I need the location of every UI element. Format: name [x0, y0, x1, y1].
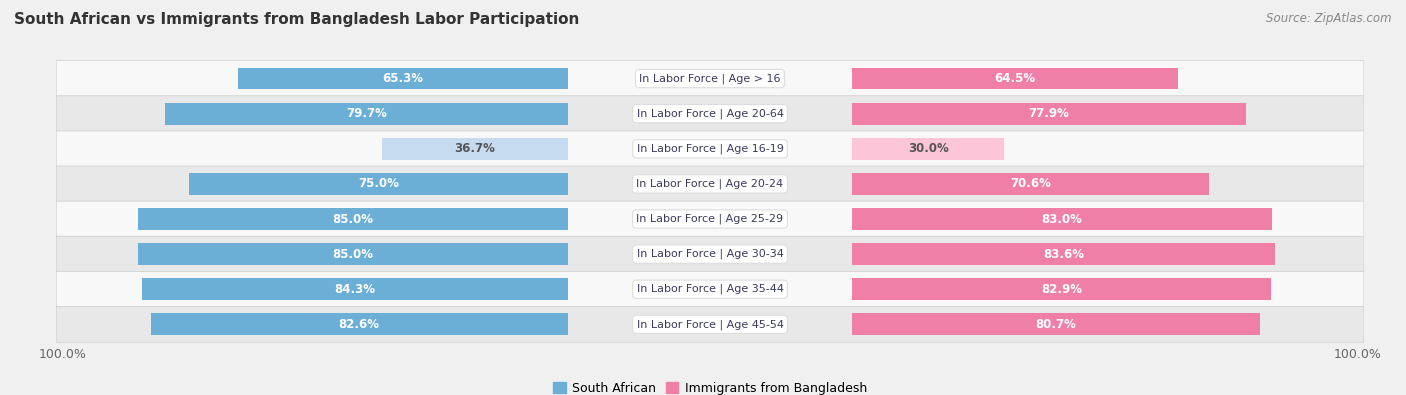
- Bar: [382, 138, 568, 160]
- Bar: [852, 68, 1178, 89]
- FancyBboxPatch shape: [56, 201, 1364, 237]
- FancyBboxPatch shape: [56, 307, 1364, 342]
- Bar: [852, 138, 1004, 160]
- Bar: [852, 208, 1271, 230]
- Bar: [138, 208, 568, 230]
- Bar: [852, 103, 1246, 124]
- Bar: [166, 103, 568, 124]
- Text: Source: ZipAtlas.com: Source: ZipAtlas.com: [1267, 12, 1392, 25]
- Text: 85.0%: 85.0%: [333, 248, 374, 261]
- Text: 82.6%: 82.6%: [339, 318, 380, 331]
- FancyBboxPatch shape: [56, 166, 1364, 202]
- Bar: [852, 243, 1275, 265]
- FancyBboxPatch shape: [56, 236, 1364, 272]
- Text: In Labor Force | Age > 16: In Labor Force | Age > 16: [640, 73, 780, 84]
- Text: 70.6%: 70.6%: [1011, 177, 1052, 190]
- Bar: [852, 278, 1271, 300]
- Text: 82.9%: 82.9%: [1042, 283, 1083, 296]
- Text: 65.3%: 65.3%: [382, 72, 423, 85]
- Text: In Labor Force | Age 25-29: In Labor Force | Age 25-29: [637, 214, 783, 224]
- Legend: South African, Immigrants from Bangladesh: South African, Immigrants from Banglades…: [548, 377, 872, 395]
- Bar: [150, 314, 568, 335]
- Bar: [852, 314, 1260, 335]
- FancyBboxPatch shape: [56, 96, 1364, 132]
- Text: In Labor Force | Age 45-54: In Labor Force | Age 45-54: [637, 319, 783, 329]
- Text: In Labor Force | Age 16-19: In Labor Force | Age 16-19: [637, 143, 783, 154]
- Text: 30.0%: 30.0%: [908, 142, 949, 155]
- Bar: [142, 278, 568, 300]
- Bar: [188, 173, 568, 195]
- Text: 84.3%: 84.3%: [335, 283, 375, 296]
- Bar: [238, 68, 568, 89]
- Text: In Labor Force | Age 20-24: In Labor Force | Age 20-24: [637, 179, 783, 189]
- Text: In Labor Force | Age 30-34: In Labor Force | Age 30-34: [637, 249, 783, 260]
- Text: 79.7%: 79.7%: [346, 107, 387, 120]
- FancyBboxPatch shape: [56, 131, 1364, 167]
- Text: In Labor Force | Age 20-64: In Labor Force | Age 20-64: [637, 108, 783, 119]
- Text: In Labor Force | Age 35-44: In Labor Force | Age 35-44: [637, 284, 783, 295]
- Bar: [852, 173, 1209, 195]
- Text: 83.6%: 83.6%: [1043, 248, 1084, 261]
- Bar: [138, 243, 568, 265]
- Text: 80.7%: 80.7%: [1036, 318, 1077, 331]
- Text: South African vs Immigrants from Bangladesh Labor Participation: South African vs Immigrants from Banglad…: [14, 12, 579, 27]
- Text: 77.9%: 77.9%: [1029, 107, 1070, 120]
- Text: 83.0%: 83.0%: [1042, 213, 1083, 226]
- Text: 75.0%: 75.0%: [359, 177, 399, 190]
- Text: 85.0%: 85.0%: [333, 213, 374, 226]
- Text: 64.5%: 64.5%: [994, 72, 1036, 85]
- FancyBboxPatch shape: [56, 61, 1364, 96]
- FancyBboxPatch shape: [56, 271, 1364, 307]
- Text: 36.7%: 36.7%: [454, 142, 495, 155]
